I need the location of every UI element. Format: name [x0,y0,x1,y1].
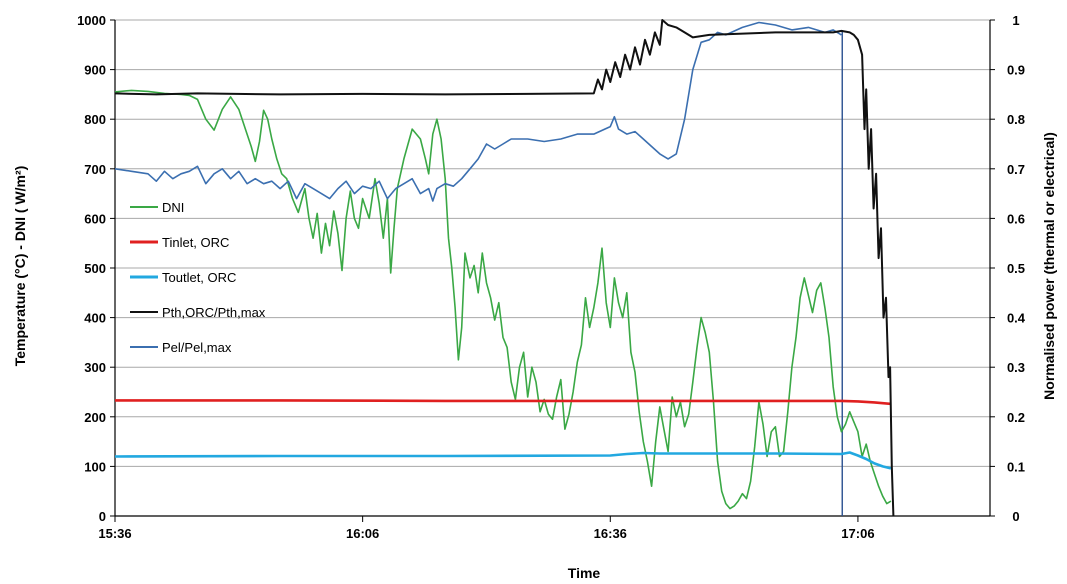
y-left-tick-label: 200 [84,410,106,425]
y-left-tick-label: 500 [84,261,106,276]
series-line-tinlet-orc [115,399,892,406]
y-right-tick-label: 0.7 [1007,162,1025,177]
y-right-tick-label: 0 [1012,509,1019,524]
y-right-tick-label: 0.4 [1007,311,1026,326]
x-axis-title: Time [568,565,601,581]
y-right-tick-label: 0.5 [1007,261,1025,276]
y-right-tick-label: 1 [1012,13,1019,28]
series-lines [114,19,895,517]
series-line-pel-pel-max [114,21,842,202]
x-tick-label: 16:36 [594,526,627,541]
y-left-tick-label: 400 [84,311,106,326]
x-tick-label: 17:06 [841,526,874,541]
y-right-tick-label: 0.9 [1007,63,1025,78]
y-right-tick-label: 0.6 [1007,211,1025,226]
y-left-tick-label: 700 [84,162,106,177]
y-left-tick-label: 100 [84,459,106,474]
x-tick-label: 16:06 [346,526,379,541]
y-axis-right-title: Normalised power (thermal or electrical) [1041,132,1057,400]
y-right-tick-label: 0.8 [1007,112,1025,127]
y-left-tick-label: 900 [84,63,106,78]
legend-label: Toutlet, ORC [162,270,236,285]
legend-label: DNI [162,200,184,215]
y-left-tick-label: 800 [84,112,106,127]
series-line-toutlet-orc [114,451,892,470]
legend-label: Pth,ORC/Pth,max [162,305,266,320]
legend: DNI Tinlet, ORC Toutlet, ORC Pth,ORC/Pth,ma… [130,200,266,355]
tick-labels: 0 100 200 300 400 500 600 700 800 900 1000 0 0.1 0.2 0… [77,13,1026,541]
gridlines [115,19,990,467]
axes [110,19,995,522]
y-right-tick-label: 0.2 [1007,410,1025,425]
y-left-tick-label: 1000 [77,13,106,28]
series-line-dni [114,89,892,510]
y-right-tick-label: 0.1 [1007,459,1025,474]
y-left-tick-label: 600 [84,211,106,226]
y-left-tick-label: 0 [99,509,106,524]
y-axis-left-title: Temperature (°C) - DNI ( W/m²) [12,166,28,367]
legend-label: Tinlet, ORC [162,235,229,250]
legend-label: Pel/Pel,max [162,340,232,355]
series-line-pth-orc-pth-max [114,19,895,517]
y-left-tick-label: 300 [84,360,106,375]
x-tick-label: 15:36 [98,526,131,541]
y-right-tick-label: 0.3 [1007,360,1025,375]
